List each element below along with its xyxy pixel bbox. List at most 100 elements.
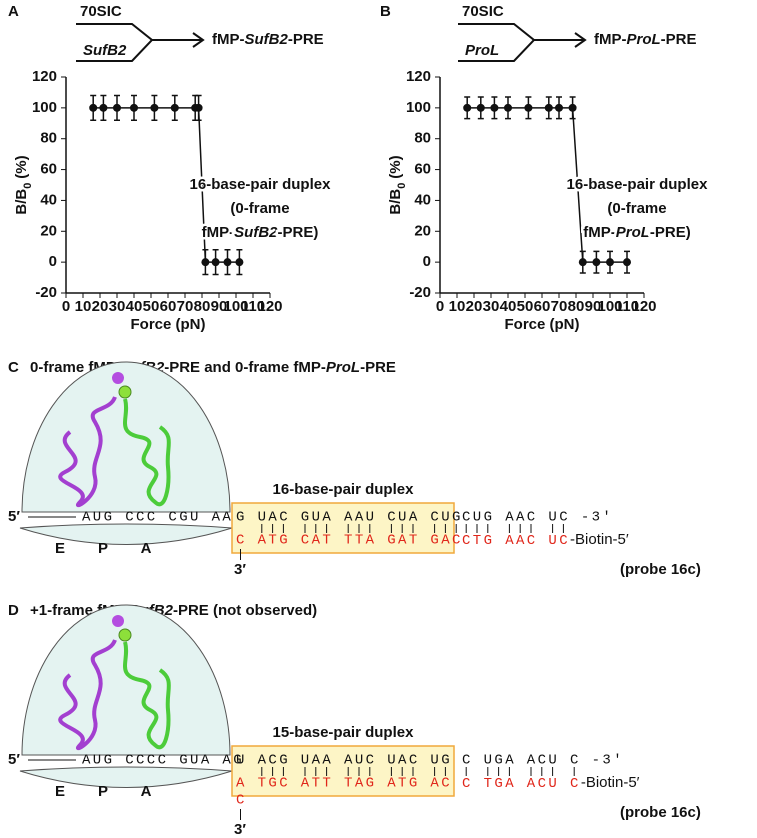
- duplex-box: [231, 502, 455, 554]
- three-prime: 3′: [234, 821, 246, 838]
- trna-a: [123, 398, 171, 507]
- aa-a: [118, 385, 132, 399]
- x-tick-label: 80: [568, 298, 585, 315]
- panel-label: B: [380, 3, 391, 20]
- diagram-title: +1-frame fMP-SufB2-PRE (not observed): [30, 602, 317, 619]
- data-point: [476, 103, 485, 112]
- annotation: (0-frame: [607, 200, 666, 217]
- data-point: [211, 258, 220, 267]
- text-part: B/B: [387, 189, 404, 215]
- ribosome-large: [21, 361, 231, 513]
- text-part: fMP-: [212, 31, 245, 48]
- text-part: 16-base-pair duplex: [567, 176, 709, 193]
- y-tick-label: 80: [40, 130, 57, 147]
- text-part: (0-frame: [607, 200, 666, 217]
- five-prime: 5′: [8, 508, 20, 525]
- annotation: 16-base-pair duplex: [567, 176, 709, 193]
- x-tick-label: 10: [449, 298, 466, 315]
- y-tick-label: 0: [423, 253, 431, 270]
- text-part: -PRE: [288, 31, 324, 48]
- y-tick-label: 100: [406, 99, 431, 116]
- site-label: E: [55, 540, 65, 557]
- y-axis-label: B/B0 (%): [13, 155, 34, 214]
- x-tick-label: 120: [631, 298, 656, 315]
- y-tick-label: 120: [406, 68, 431, 85]
- y-tick-label: 40: [40, 191, 57, 208]
- x-tick-label: 70: [551, 298, 568, 315]
- probe-seq: C TGA ACU C: [462, 776, 581, 792]
- aa-a: [118, 628, 132, 642]
- data-point: [201, 258, 210, 267]
- data-point: [555, 103, 563, 112]
- probe-seq: CTG AAC UC: [462, 533, 570, 549]
- x-tick-label: 120: [257, 298, 282, 315]
- text-part: SufB2: [245, 31, 289, 48]
- x-tick-label: 40: [126, 298, 143, 315]
- scheme-arrow: [458, 23, 587, 62]
- x-axis-label: Force (pN): [131, 316, 206, 333]
- y-tick-label: 60: [40, 161, 57, 178]
- probe-end: -Biotin-5′: [581, 774, 640, 791]
- x-tick-label: 60: [534, 298, 551, 315]
- x-tick-label: 50: [517, 298, 534, 315]
- top-box: U ACG UAA AUC UAC UG: [236, 753, 452, 769]
- panel-label: D: [8, 602, 19, 619]
- x-tick-label: 0: [62, 298, 70, 315]
- diagram-title: 0-frame fMP-SufB2-PRE and 0-frame fMP-Pr…: [30, 359, 396, 376]
- bottom-right: CTG AAC UC-Biotin-5′: [462, 531, 629, 549]
- data-point: [524, 103, 533, 112]
- site-label: E: [55, 783, 65, 800]
- duplex-label: 16-base-pair duplex: [273, 481, 415, 498]
- top-box: G UAC GUA AAU CUA CUG: [236, 510, 463, 526]
- aa-p: [112, 615, 124, 627]
- scheme-top: 70SIC: [462, 3, 504, 20]
- y-tick-label: 40: [414, 191, 431, 208]
- panel-label: C: [8, 359, 19, 376]
- y-tick-label: 20: [40, 222, 57, 239]
- top-left: AUG CCCC GUA AG: [82, 753, 244, 769]
- bottom-right: C TGA ACU C-Biotin-5′: [462, 774, 640, 792]
- x-tick-label: 110: [241, 298, 265, 315]
- text-part: -PRE): [278, 224, 319, 241]
- data-point: [194, 103, 203, 112]
- data-point: [490, 103, 499, 112]
- x-tick-label: 0: [436, 298, 444, 315]
- bottom-box: A TGC ATT TAG ATG AC: [236, 776, 452, 792]
- text-part: ProL: [627, 31, 661, 48]
- text-part: 0: [396, 183, 408, 189]
- scheme-product: fMP-SufB2-PRE: [212, 31, 324, 48]
- top-right: CUG AAC UC -3′: [462, 510, 613, 526]
- text-part: (%): [387, 155, 404, 178]
- text-part: -PRE (not observed): [173, 602, 317, 619]
- x-tick-label: 20: [92, 298, 109, 315]
- scheme-product: fMP-ProL-PRE: [594, 31, 697, 48]
- text-part: fMP-: [202, 224, 235, 241]
- x-tick-label: 10: [75, 298, 92, 315]
- y-tick-label: 60: [414, 161, 431, 178]
- data-point: [130, 103, 138, 112]
- x-tick-label: 80: [194, 298, 211, 315]
- data-point: [223, 258, 232, 267]
- data-point: [568, 103, 577, 112]
- scheme-bottom: SufB2: [83, 42, 127, 59]
- annotation: 16-base-pair duplex: [190, 176, 332, 193]
- x-tick-label: 90: [211, 298, 228, 315]
- trna-a: [123, 641, 171, 750]
- x-axis-label: Force (pN): [505, 316, 580, 333]
- ribosome-large: [21, 604, 231, 756]
- scheme-bottom: ProL: [465, 42, 499, 59]
- x-tick-label: 40: [500, 298, 517, 315]
- duplex-label: 15-base-pair duplex: [273, 724, 415, 741]
- y-tick-label: 0: [49, 253, 57, 270]
- site-label: A: [141, 783, 152, 800]
- text-part: (%): [13, 155, 30, 178]
- x-tick-label: 100: [597, 298, 622, 315]
- data-point: [463, 103, 472, 112]
- x-tick-label: 30: [109, 298, 126, 315]
- y-tick-label: -20: [409, 284, 431, 301]
- text-part: SufB2: [234, 224, 278, 241]
- data-point: [113, 103, 121, 112]
- text-part: -PRE: [360, 359, 396, 376]
- data-point: [592, 258, 601, 267]
